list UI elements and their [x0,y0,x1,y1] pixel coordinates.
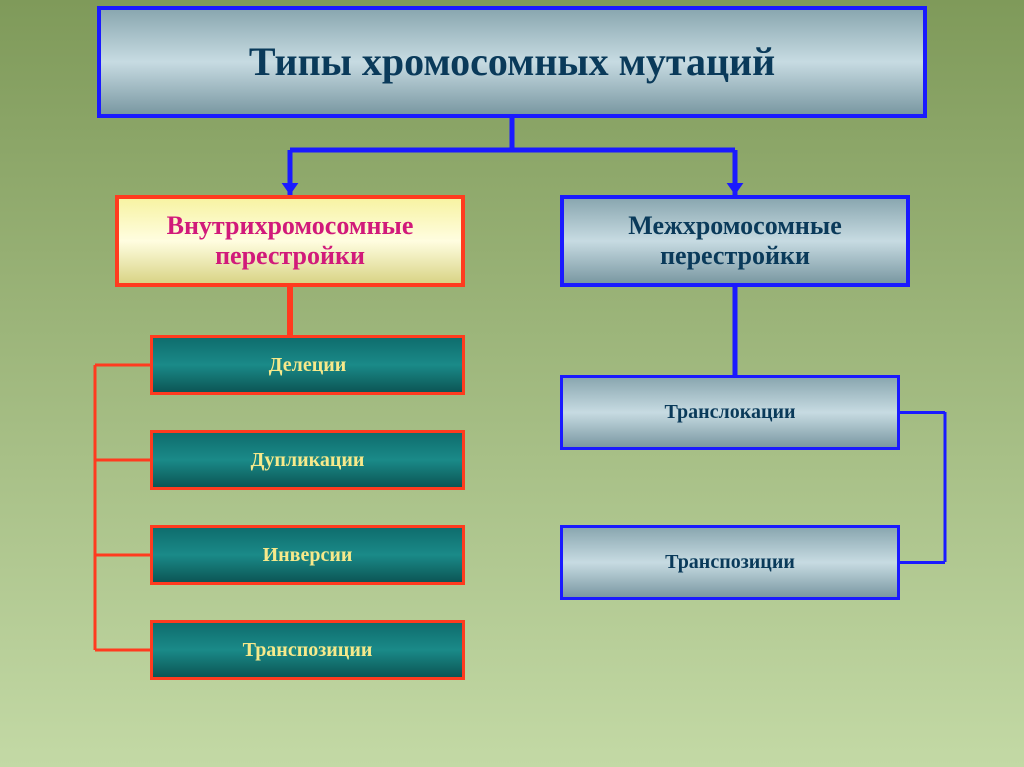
right-item-1: Транспозиции [560,525,900,600]
right-header: Межхромосомные перестройки [560,195,910,287]
left-item-1: Дупликации [150,430,465,490]
left-header: Внутрихромосомные перестройки [115,195,465,287]
diagram-canvas: Типы хромосомных мутаций Внутрихромосомны… [0,0,1024,767]
left-item-0: Делеции [150,335,465,395]
title-box: Типы хромосомных мутаций [97,6,927,118]
left-item-2: Инверсии [150,525,465,585]
left-item-3: Транспозиции [150,620,465,680]
right-item-0: Транслокации [560,375,900,450]
